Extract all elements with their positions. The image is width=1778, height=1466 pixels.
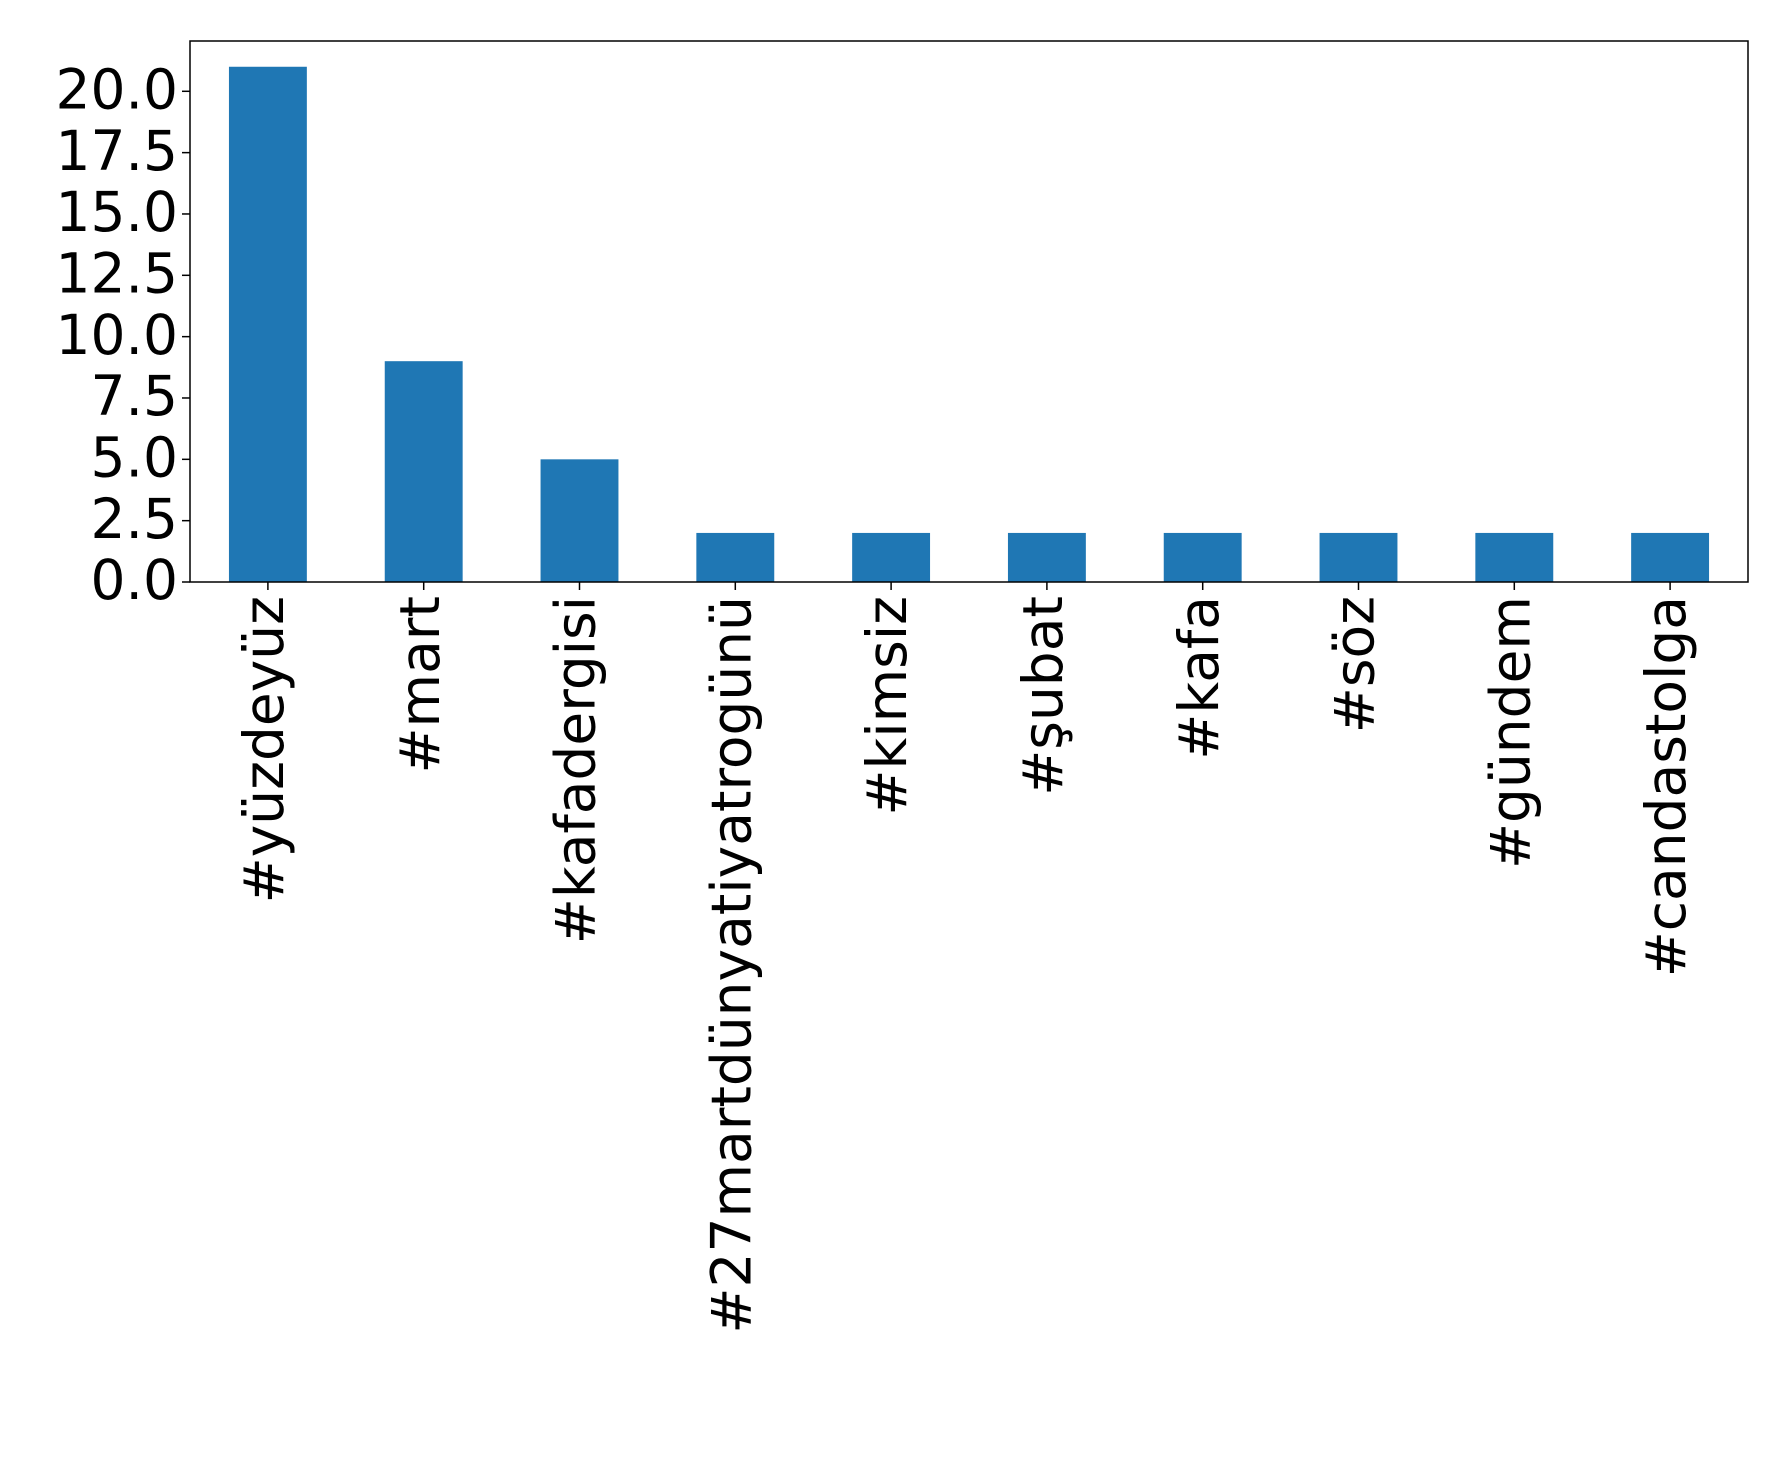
x-tick-label: #gündem [1478, 596, 1542, 869]
y-tick-label: 10.0 [56, 303, 178, 367]
y-tick-label: 17.5 [56, 119, 178, 183]
y-tick-label: 0.0 [91, 548, 178, 612]
x-tick-label: #kafa [1167, 596, 1231, 760]
bar [696, 532, 775, 582]
y-tick-label: 12.5 [56, 241, 178, 305]
y-tick-label: 20.0 [56, 57, 178, 121]
x-tick-label: #şubat [1011, 596, 1075, 796]
x-tick-label: #kimsiz [855, 596, 919, 816]
bar [852, 532, 931, 582]
x-tick-label: #27martdünyatiyatrogünü [699, 596, 763, 1334]
bar [384, 361, 463, 582]
y-tick-label: 15.0 [56, 180, 178, 244]
bar [228, 66, 307, 582]
x-tick-label: #candastolga [1634, 596, 1698, 977]
bar [1475, 532, 1554, 582]
bar [1631, 532, 1710, 582]
y-tick-label: 2.5 [91, 487, 178, 551]
y-tick-label: 7.5 [91, 364, 178, 428]
x-tick-label: #söz [1323, 596, 1387, 733]
bar [540, 459, 619, 582]
x-tick-label: #yüzdeyüz [232, 596, 296, 903]
bar [1163, 532, 1242, 582]
x-tick-label: #kafadergisi [544, 596, 608, 944]
y-tick-label: 5.0 [91, 425, 178, 489]
bar [1007, 532, 1086, 582]
bar [1319, 532, 1398, 582]
plot-frame [189, 40, 1749, 583]
x-tick-label: #mart [388, 596, 452, 774]
